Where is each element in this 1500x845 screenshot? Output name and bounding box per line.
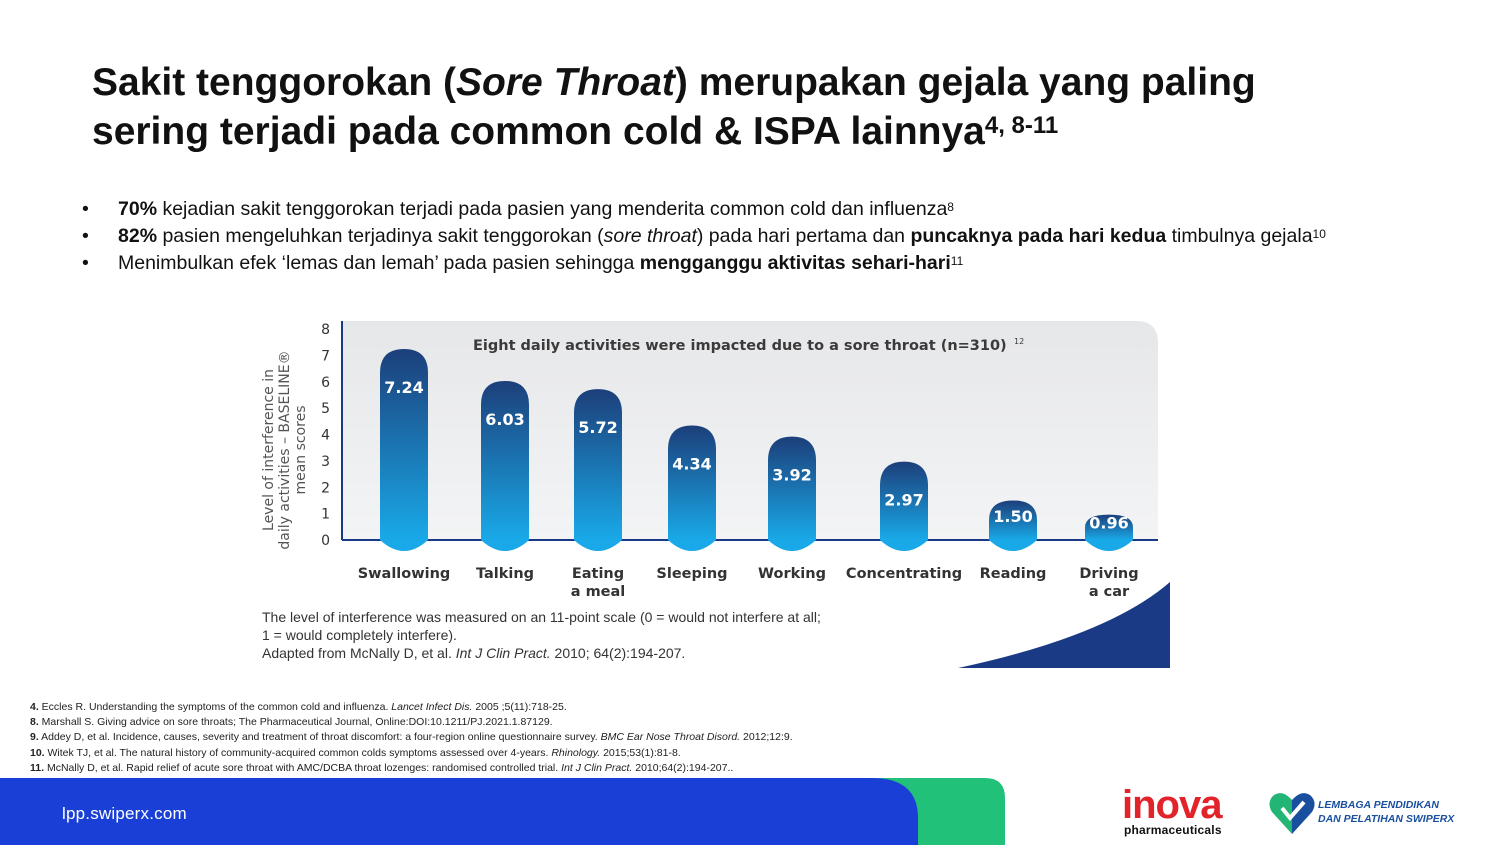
- y-axis-label-line-1: Level of interference in: [261, 369, 277, 531]
- bar-value-label: 0.96: [1089, 514, 1128, 533]
- x-category-label: Driving: [1079, 566, 1138, 582]
- heart-logo-icon: [1269, 793, 1315, 834]
- bar-swallowing: [380, 349, 428, 540]
- y-tick-label: 7: [321, 348, 330, 364]
- y-tick-label: 2: [321, 480, 330, 496]
- inova-logo-subtitle: pharmaceuticals: [1124, 823, 1222, 837]
- title-line-1: Sakit tenggorokan (Sore Throat) merupaka…: [92, 61, 1256, 104]
- footer-band: lpp.swiperx.com: [0, 778, 1500, 845]
- y-tick-label: 4: [321, 428, 330, 444]
- bar-base-cap: [880, 540, 928, 551]
- lpp-logo-text: LEMBAGA PENDIDIKAN DAN PELATIHAN SWIPERX: [1318, 799, 1455, 825]
- title-line-2: sering terjadi pada common cold & ISPA l…: [92, 110, 1059, 153]
- chart-title-superscript: 12: [1014, 337, 1024, 346]
- y-tick-label: 6: [321, 375, 330, 391]
- x-category-label: Reading: [980, 566, 1047, 582]
- reference-item: 11. McNally D, et al. Rapid relief of ac…: [30, 761, 734, 774]
- reference-item: 4. Eccles R. Understanding the symptoms …: [30, 701, 567, 713]
- bullet-item-3: Menimbulkan efek ‘lemas dan lemah’ pada …: [82, 250, 1492, 277]
- bar-reading: [989, 500, 1037, 540]
- y-tick-label: 3: [321, 454, 330, 470]
- reference-item: 10. Witek TJ, et al. The natural history…: [30, 746, 681, 759]
- y-tick-label: 5: [321, 401, 330, 417]
- bar-value-label: 2.97: [884, 491, 923, 510]
- chart-title: Eight daily activities were impacted due…: [473, 338, 1007, 354]
- x-category-label: a car: [1089, 584, 1130, 600]
- bar-eating-a-meal: [574, 389, 622, 540]
- x-category-label: Concentrating: [846, 566, 962, 582]
- lpp-swiperx-logo: LEMBAGA PENDIDIKAN DAN PELATIHAN SWIPERX: [1268, 788, 1488, 838]
- bar-base-cap: [1085, 540, 1133, 551]
- y-tick-label: 8: [321, 322, 330, 338]
- bar-value-label: 6.03: [485, 410, 524, 429]
- y-axis-label: Level of interference in daily activitie…: [261, 350, 309, 549]
- reference-item: 8. Marshall S. Giving advice on sore thr…: [30, 716, 553, 729]
- x-category-label: Swallowing: [358, 566, 451, 582]
- bar-base-cap: [989, 540, 1037, 551]
- bar-value-label: 3.92: [772, 466, 811, 485]
- x-category-label: a meal: [571, 584, 626, 600]
- inova-logo: inova pharmaceuticals: [1122, 783, 1250, 839]
- chart-corner-swoosh: [958, 582, 1170, 668]
- bar-base-cap: [668, 540, 716, 551]
- chart-footnote: The level of interference was measured o…: [262, 609, 821, 661]
- chart-background-panel: [342, 321, 1158, 540]
- bullet-list: 70% kejadian sakit tenggorokan terjadi p…: [82, 196, 1492, 277]
- bar-driving-a-car: [1085, 514, 1133, 540]
- bar-base-cap: [574, 540, 622, 551]
- y-axis-label-line-2: daily activities – BASELINE®: [277, 350, 293, 549]
- bullet-item-2: 82% pasien mengeluhkan terjadinya sakit …: [82, 223, 1492, 250]
- title-italic: Sore Throat: [456, 61, 675, 104]
- bar-base-cap: [481, 540, 529, 551]
- slide-title: Sakit tenggorokan (Sore Throat) merupaka…: [92, 58, 1392, 156]
- bar-base-cap: [380, 540, 428, 551]
- x-category-label: Working: [758, 566, 826, 582]
- bar-value-label: 1.50: [993, 507, 1032, 526]
- footer-shape: [0, 778, 1005, 845]
- inova-logo-wordmark: inova: [1122, 783, 1222, 827]
- bar-talking: [481, 380, 529, 540]
- title-superscript: 4, 8-11: [984, 112, 1059, 139]
- bar-value-label: 4.34: [672, 455, 711, 474]
- bullet-item-1: 70% kejadian sakit tenggorokan terjadi p…: [82, 196, 1492, 223]
- bar-working: [768, 436, 816, 540]
- x-category-label: Eating: [572, 566, 624, 582]
- bar-sleeping: [668, 425, 716, 540]
- reference-item: 9. Addey D, et al. Incidence, causes, se…: [30, 731, 793, 744]
- footer-url-link[interactable]: lpp.swiperx.com: [62, 804, 187, 823]
- bar-value-label: 5.72: [578, 418, 617, 437]
- y-tick-label: 1: [321, 507, 330, 523]
- references-list: 4. Eccles R. Understanding the symptoms …: [30, 700, 1030, 776]
- bar-base-cap: [768, 540, 816, 551]
- x-category-label: Talking: [476, 566, 534, 582]
- y-axis-label-line-3: mean scores: [293, 405, 309, 494]
- y-tick-label: 0: [321, 533, 330, 549]
- x-category-label: Sleeping: [656, 566, 727, 582]
- bar-value-label: 7.24: [384, 378, 423, 397]
- bar-concentrating: [880, 461, 928, 540]
